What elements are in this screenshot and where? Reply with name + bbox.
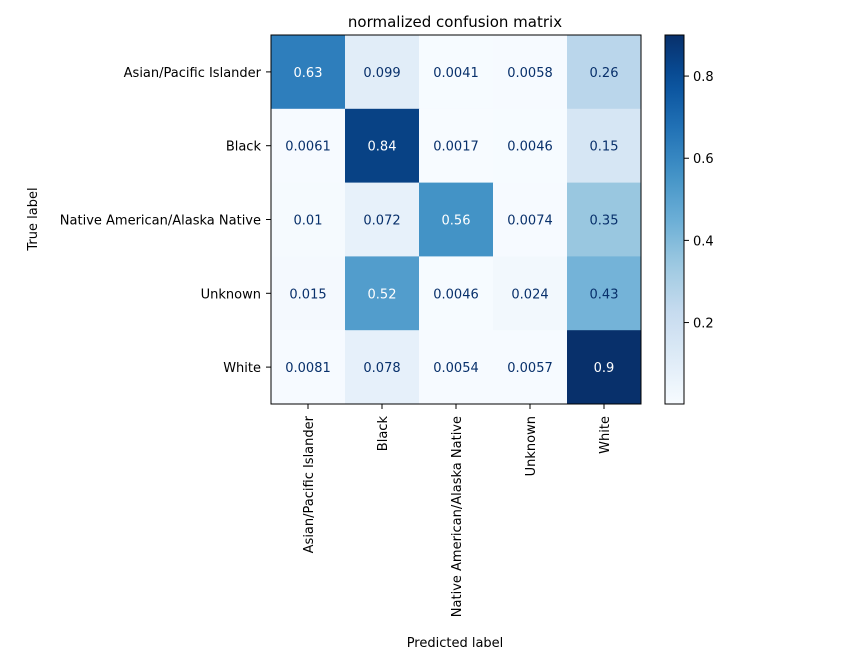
cell-value-label: 0.078	[363, 361, 400, 376]
y-axis-ticks: Asian/Pacific Islander Black Native Americ…	[60, 66, 271, 376]
cell-value-label: 0.0058	[507, 66, 553, 81]
heatmap-cell	[493, 256, 568, 331]
x-tick-label: White	[598, 416, 613, 454]
heatmap-cell	[345, 182, 420, 257]
cell-value-label: 0.15	[590, 140, 619, 155]
heatmap-cell	[345, 108, 420, 184]
colorbar-tick-label: 0.6	[693, 152, 714, 167]
cell-value-label: 0.84	[368, 140, 397, 155]
cell-value-label: 0.015	[289, 287, 326, 302]
cell-value-label: 0.072	[363, 214, 400, 229]
heatmap-cell	[271, 108, 346, 184]
heatmap-cell	[271, 35, 346, 110]
cell-value-label: 0.43	[590, 287, 619, 302]
y-tick-label: Unknown	[201, 287, 261, 302]
y-tick-label: Native American/Alaska Native	[60, 214, 261, 229]
cell-value-label: 0.9	[594, 361, 615, 376]
cell-value-label: 0.0041	[433, 66, 479, 81]
colorbar	[664, 34, 685, 405]
heatmap-cell	[493, 108, 568, 184]
y-tick-label: Asian/Pacific Islander	[124, 66, 262, 81]
x-axis-ticks: Asian/Pacific Islander Black Native Americ…	[302, 404, 613, 617]
cell-value-label: 0.099	[363, 66, 400, 81]
heatmap-cell	[493, 330, 568, 405]
cell-value-label: 0.0074	[507, 214, 553, 229]
cell-value-label: 0.26	[590, 66, 619, 81]
cell-value-label: 0.52	[368, 287, 397, 302]
heatmap-cell	[567, 182, 642, 257]
cell-value-label: 0.0046	[507, 140, 553, 155]
x-axis-label: Predicted label	[407, 636, 504, 651]
x-tick-label: Unknown	[524, 416, 539, 476]
cell-value-label: 0.0054	[433, 361, 479, 376]
heatmap-cell	[271, 330, 346, 405]
heatmap-cells: 0.63 0.099 0.0041 0.0058 0.26 0.0061 0.84 0.001…	[271, 35, 642, 405]
cell-value-label: 0.0057	[507, 361, 553, 376]
heatmap-cell	[345, 330, 420, 405]
cell-value-label: 0.01	[294, 214, 323, 229]
chart-title: normalized confusion matrix	[348, 13, 562, 31]
heatmap-cell	[493, 182, 568, 257]
heatmap-cell	[493, 35, 568, 110]
x-tick-label: Asian/Pacific Islander	[302, 415, 317, 553]
cell-value-label: 0.0061	[285, 140, 331, 155]
cell-value-label: 0.63	[294, 66, 323, 81]
cell-value-label: 0.56	[442, 214, 471, 229]
heatmap-cell	[271, 182, 346, 257]
heatmap-cell	[345, 256, 420, 331]
colorbar-tick-label: 0.8	[693, 70, 714, 85]
cell-value-label: 0.0081	[285, 361, 331, 376]
colorbar-ticks: 0.2 0.4 0.6 0.8	[684, 70, 714, 332]
heatmap-cell	[567, 256, 642, 331]
cell-value-label: 0.35	[590, 214, 619, 229]
heatmap-cell	[567, 330, 642, 405]
heatmap-cell	[345, 35, 420, 110]
heatmap-cell	[419, 35, 494, 110]
heatmap-cell	[419, 108, 494, 184]
heatmap-cell	[567, 35, 642, 110]
y-axis-label: True label	[26, 187, 41, 251]
x-tick-label: Native American/Alaska Native	[450, 416, 465, 617]
x-tick-label: Black	[376, 416, 391, 452]
y-tick-label: Black	[226, 140, 262, 155]
heatmap-cell	[419, 330, 494, 405]
heatmap-cell	[419, 182, 494, 257]
heatmap-cell	[271, 256, 346, 331]
y-tick-label: White	[223, 361, 261, 376]
heatmap-cell	[567, 108, 642, 184]
cell-value-label: 0.0017	[433, 140, 479, 155]
cell-value-label: 0.024	[511, 287, 548, 302]
heatmap-cell	[419, 256, 494, 331]
cell-value-label: 0.0046	[433, 287, 479, 302]
colorbar-tick-label: 0.4	[693, 234, 714, 249]
colorbar-tick-label: 0.2	[693, 317, 714, 332]
